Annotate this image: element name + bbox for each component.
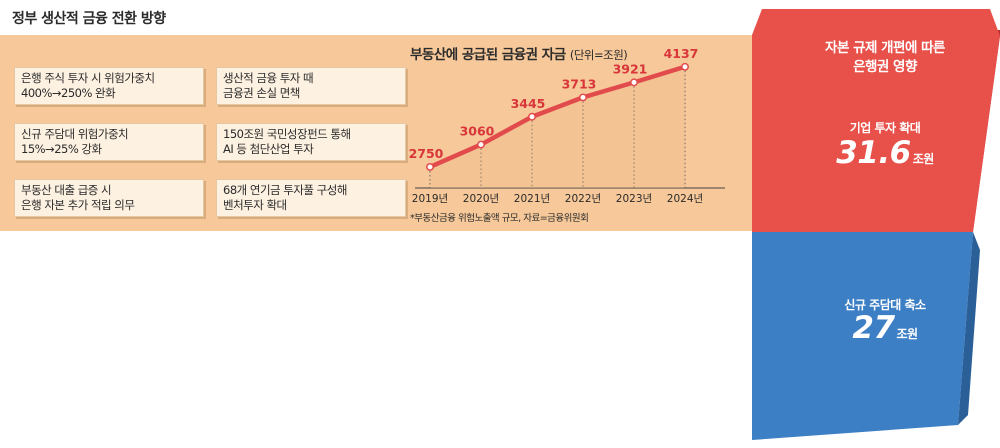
- impact-title: 자본 규제 개편에 따른 은행권 영향: [785, 39, 985, 77]
- mortgage-reduction-number: 27: [852, 310, 895, 346]
- corporate-investment-unit: 조원: [912, 152, 935, 166]
- chart-source-note: *부동산금융 위험노출액 규모, 자료=금융위원회: [410, 213, 589, 224]
- policy-title: 정부 생산적 금융 전환 방향: [12, 11, 166, 27]
- policy-card: 150조원 국민성장펀드 통해 AI 등 첨단산업 투자: [216, 123, 406, 161]
- x-tick-label: 2024년: [667, 193, 703, 205]
- series-area: [430, 66, 685, 188]
- policy-card-line: 은행 주식 투자 시 위험가중치: [21, 71, 155, 85]
- data-point: [477, 140, 485, 149]
- corporate-investment-value: 31.6 조원: [785, 135, 985, 171]
- x-tick-label: 2020년: [463, 193, 499, 205]
- data-label: 3445: [511, 96, 546, 111]
- policy-card-line: AI 등 첨단산업 투자: [223, 142, 314, 156]
- policy-card-line: 벤처투자 확대: [223, 198, 287, 212]
- x-tick-label: 2023년: [616, 193, 652, 205]
- policy-card-line: 68개 연기금 투자풀 구성해: [223, 183, 347, 197]
- data-label: 3713: [562, 76, 597, 91]
- down-arrow-shadow: [958, 232, 980, 425]
- policy-card-line: 150조원 국민성장펀드 통해: [223, 127, 351, 141]
- x-tick-label: 2022년: [565, 193, 601, 205]
- policy-card-line: 은행 자본 추가 적립 의무: [21, 198, 135, 212]
- policy-card-line: 15%→25% 강화: [21, 142, 102, 156]
- mortgage-reduction-unit: 조원: [896, 327, 919, 341]
- chart-title: 부동산에 공급된 금융권 자금 (단위=조원): [410, 43, 628, 63]
- policy-card-line: 금융권 손실 면책: [223, 86, 300, 100]
- corporate-investment-label: 기업 투자 확대: [849, 121, 921, 135]
- line-chart: 2750 2019년 3060 2020년 3445 2021년 3713 2022년 3921…: [409, 46, 725, 205]
- data-point: [630, 78, 638, 87]
- data-point: [579, 93, 587, 102]
- policy-card-line: 신규 주담대 위험가중치: [21, 127, 129, 141]
- data-label: 3060: [460, 124, 495, 139]
- chart-title-text: 부동산에 공급된 금융권 자금: [410, 47, 566, 63]
- up-arrow-shape: [752, 9, 1000, 232]
- impact-title-line: 자본 규제 개편에 따른: [825, 40, 945, 56]
- mortgage-reduction-label: 신규 주담대 축소: [844, 298, 926, 312]
- policy-card: 68개 연기금 투자풀 구성해 벤처투자 확대: [216, 179, 406, 217]
- impact-title-line: 은행권 영향: [853, 59, 917, 75]
- chart-unit: (단위=조원): [569, 48, 628, 62]
- x-tick-label: 2021년: [514, 193, 550, 205]
- data-label: 3921: [613, 61, 648, 76]
- data-label: 2750: [409, 146, 444, 161]
- policy-card: 부동산 대출 급증 시 은행 자본 추가 적립 의무: [14, 179, 204, 217]
- policy-card-line: 부동산 대출 급증 시: [21, 183, 112, 197]
- mortgage-reduction-value: 27 조원: [785, 310, 985, 346]
- data-point: [681, 62, 689, 71]
- policy-card: 신규 주담대 위험가중치 15%→25% 강화: [14, 123, 204, 161]
- down-arrow-shape: [752, 232, 973, 440]
- corporate-investment-number: 31.6: [836, 135, 911, 171]
- policy-card: 은행 주식 투자 시 위험가중치 400%→250% 완화: [14, 67, 204, 105]
- policy-card: 생산적 금융 투자 때 금융권 손실 면책: [216, 67, 406, 105]
- policy-card-line: 생산적 금융 투자 때: [223, 71, 314, 85]
- data-point: [528, 112, 536, 121]
- policy-card-line: 400%→250% 완화: [21, 86, 116, 100]
- data-label: 4137: [664, 46, 699, 61]
- series-line: [427, 64, 688, 170]
- x-tick-label: 2019년: [412, 193, 448, 205]
- data-point: [426, 162, 434, 171]
